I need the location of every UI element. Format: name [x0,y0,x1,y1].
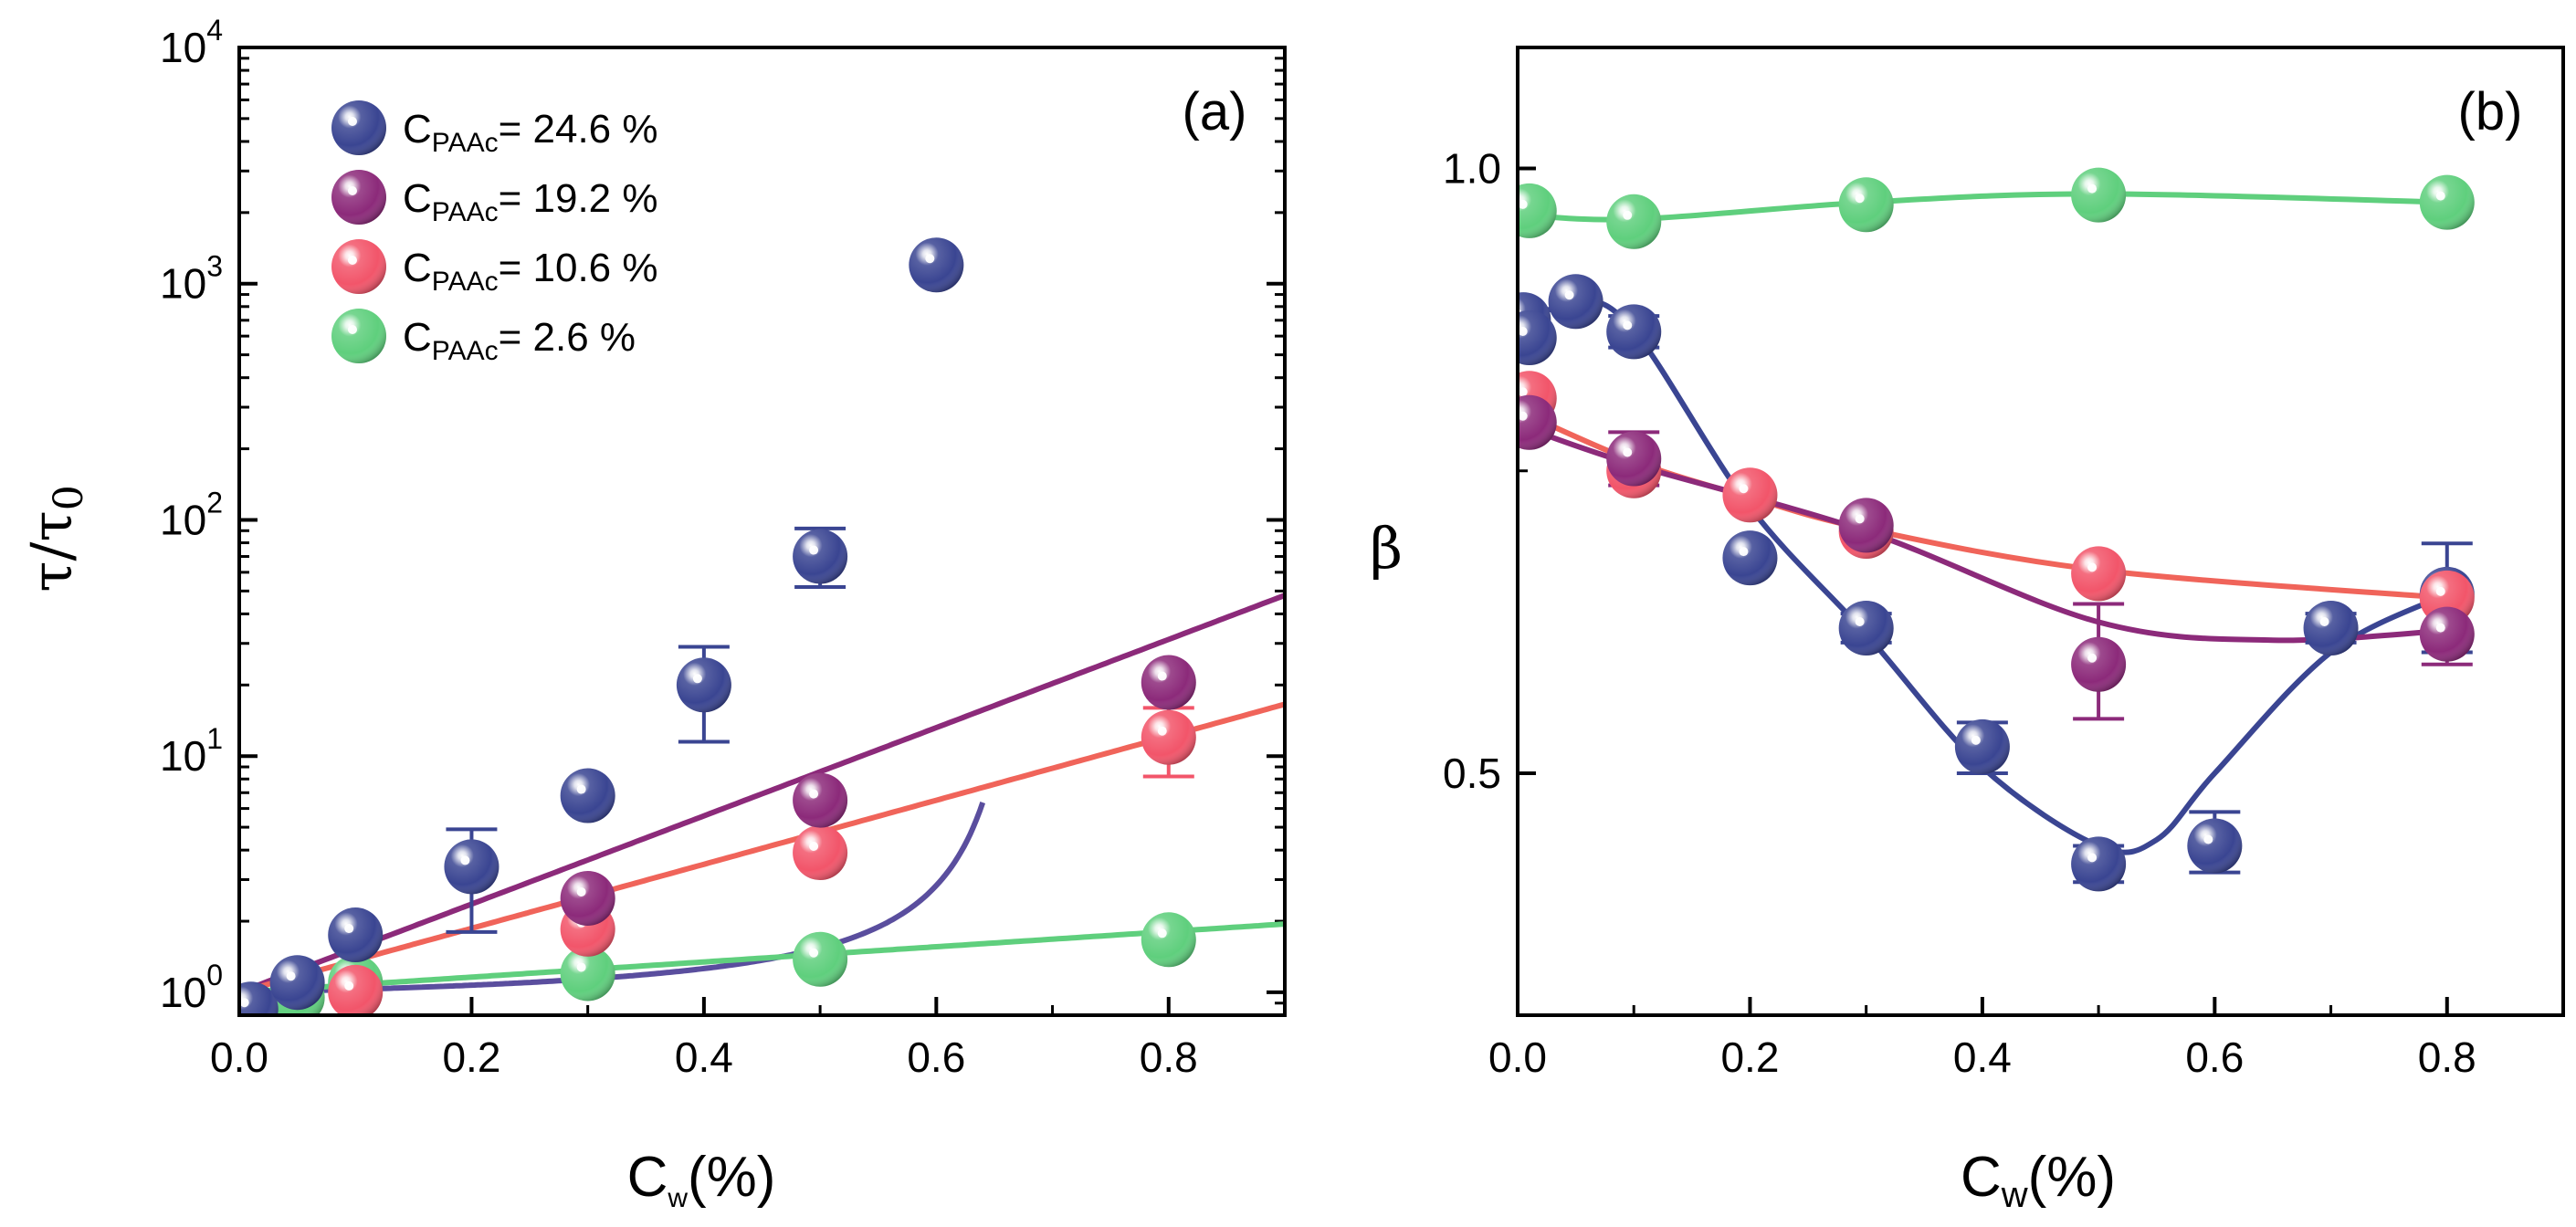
panel-a-legend-marker-0 [331,100,386,155]
panel-a-point-1-0 [560,870,615,926]
panel-a-legend-label-0: CPAAc= 24.6 % [403,107,658,158]
panel-a-x-title-sub: w [667,1183,688,1213]
panel-a-x-tick-label: 0.4 [675,1033,733,1081]
panel-b-point-1-4 [1722,530,1778,586]
panel-a-y-tick-label: 100 [160,959,223,1016]
panel-a-point-0-6 [793,529,848,584]
panel-b-series [1518,167,2475,892]
panel-b-point-1-9 [2303,601,2359,655]
panel-b-point-0-4 [2419,174,2475,230]
panel-b-point-1-7 [2071,836,2127,892]
panel-b-point-1-2 [1548,274,1603,330]
panel-a-point-0-0 [239,981,279,1015]
panel-a-y-title: τ/τ0 [18,485,92,593]
panel-a-legend-marker-2 [331,239,386,294]
panel-b-point-0-3 [2071,167,2127,223]
panel-b-point-2-2 [1722,467,1778,523]
panel-a-point-0-4 [560,768,615,823]
panel-a-ticks: 0.0 0.2 0.4 0.6 0.8 100 101 102 103 104 [160,14,1287,1081]
panel-a-y-tick-label: 102 [160,486,223,543]
panel-b-point-0-0 [1518,183,1557,238]
panel-b-point-3-0 [1518,394,1557,450]
panel-a-point-1-1 [793,772,848,828]
panel-a-point-0-5 [676,657,731,713]
panel-a-x-tick-label: 0.0 [210,1033,268,1081]
panel-b-frame [1516,46,2565,1017]
panel-a-point-2-0 [328,964,384,1015]
panel-b-point-3-2 [1838,498,1894,553]
panel-a-point-1-2 [1141,655,1196,710]
panel-b-x-tick-label: 0.8 [2418,1033,2476,1081]
panel-b-point-0-2 [1838,177,1894,233]
panel-b-fit-line-2 [1518,407,2448,601]
panel-a-fit-line-3 [239,921,1285,995]
panel-a-x-tick-label: 0.2 [442,1033,500,1081]
panel-b-point-3-1 [1606,431,1662,487]
panel-a-point-3-3 [793,931,848,987]
panel-a-legend-label-3: CPAAc= 2.6 % [403,315,636,366]
panel-b-point-2-4 [2071,546,2127,602]
panel-b-x-tick-label: 0.0 [1488,1033,1547,1081]
panel-b-point-3-3 [2071,636,2127,692]
panel-b-y-title: β [1370,515,1403,582]
panel-a-point-2-2 [793,824,848,880]
panel-b-point-1-8 [2187,818,2243,874]
panel-a-y-title-main: τ/τ [18,510,85,593]
panel-b-x-title: Cw(%) [1961,1146,2116,1215]
panel-b-point-1-3 [1606,304,1662,360]
panel-b-ticks: 0.0 0.2 0.4 0.6 0.8 0.5 1.0 [1443,145,2565,1081]
panel-a-x-title: Cw(%) [627,1146,776,1213]
panel-b-point-1-1 [1518,310,1557,365]
panel-b-x-tick-label: 0.2 [1720,1033,1779,1081]
panel-a-fit-line-2 [239,701,1285,995]
panel-b-chart: 0.0 0.2 0.4 0.6 0.8 0.5 1.0 (b) Cw(%) β [1370,46,2565,1215]
panel-a-point-3-4 [1141,912,1196,968]
panel-a-legend: CPAAc= 24.6 % CPAAc= 19.2 % CPAAc= 10.6 % C… [331,100,658,366]
panel-a-point-0-3 [444,839,499,895]
panel-b-point-0-1 [1606,194,1662,249]
panel-a-point-0-7 [909,237,964,293]
panel-b-point-1-5 [1838,601,1894,655]
panel-a-point-2-3 [1141,709,1196,765]
panel-a-chart: 0.0 0.2 0.4 0.6 0.8 100 101 102 103 104 (a) CPAAc… [18,14,1287,1213]
panel-b-point-3-4 [2419,606,2475,662]
panel-a-point-3-2 [560,946,615,1002]
panel-a-label: (a) [1183,82,1247,142]
panel-a-y-tick-label: 104 [160,14,223,71]
panel-b-y-tick-label: 0.5 [1443,750,1501,797]
panel-a-y-title-sub: 0 [46,485,92,510]
panel-a-legend-label-2: CPAAc= 10.6 % [403,246,658,297]
panel-a-x-tick-label: 0.6 [907,1033,965,1081]
panel-a-frame [237,46,1287,1017]
panel-a-fit-line-1 [239,593,1285,995]
panel-a-legend-marker-3 [331,309,386,363]
panel-b-x-title-sub: w [2001,1175,2028,1215]
panel-b-x-tick-label: 0.4 [1953,1033,2012,1081]
panel-a-x-title-suffix: (%) [688,1146,775,1209]
panel-b-point-1-6 [1954,718,2010,774]
panel-b-y-tick-label: 1.0 [1443,145,1501,193]
panel-a-legend-label-1: CPAAc= 19.2 % [403,176,658,227]
panel-a-y-tick-label: 103 [160,250,223,308]
panel-a-series [239,237,1285,1015]
panel-a-legend-marker-1 [331,170,386,225]
panel-a-x-title-main: C [627,1146,668,1209]
panel-b-x-tick-label: 0.6 [2185,1033,2244,1081]
panel-a-point-0-2 [328,907,384,963]
panel-b-label: (b) [2458,82,2523,142]
panel-b-x-title-suffix: (%) [2028,1146,2116,1209]
panel-a-y-tick-label: 101 [160,722,223,780]
panel-b-x-title-main: C [1961,1146,2002,1209]
panel-a-x-tick-label: 0.8 [1140,1033,1198,1081]
panel-a-point-0-1 [269,955,325,1011]
